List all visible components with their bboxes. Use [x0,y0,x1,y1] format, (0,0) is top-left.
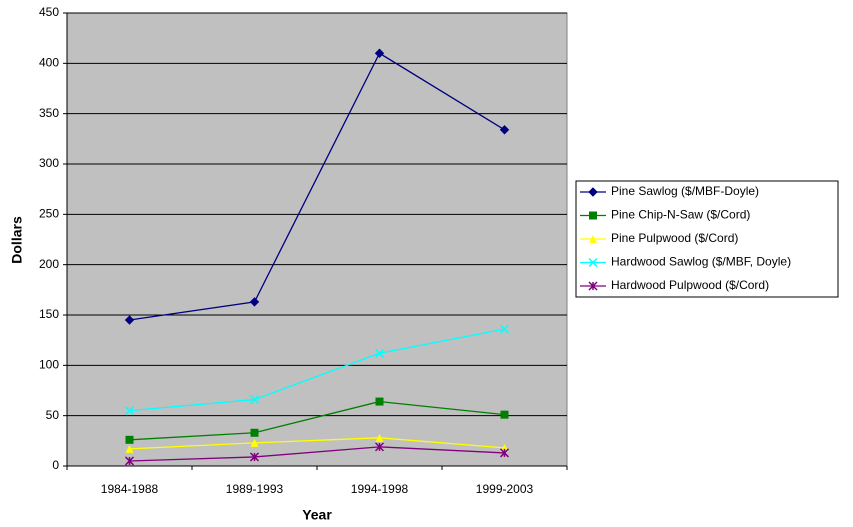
x-axis-title: Year [302,507,332,523]
series-line [129,52,505,321]
marker [588,187,598,197]
marker [124,406,135,416]
marker [374,348,385,358]
marker [375,433,384,442]
y-tick-label: 200 [39,257,59,271]
legend-label: Hardwood Sawlog ($/MBF, Doyle) [611,255,791,269]
series-line [129,437,505,450]
marker [124,315,135,325]
y-tick-label: 250 [39,207,59,221]
series-line [129,446,505,462]
legend-label: Pine Pulpwood ($/Cord) [611,231,738,245]
marker [125,435,134,444]
series-line [129,328,505,412]
y-tick-label: 150 [39,307,59,321]
marker [589,211,597,220]
marker [250,428,259,437]
marker [588,257,598,268]
x-tick-label: 1989-1993 [226,482,284,496]
marker [499,125,510,135]
y-tick-label: 50 [46,408,60,422]
marker [249,297,260,307]
x-tick-label: 1994-1998 [351,482,409,496]
legend-label: Hardwood Pulpwood ($/Cord) [611,278,769,292]
y-tick-label: 450 [39,5,59,19]
marker [250,438,259,447]
y-axis-title: Dollars [9,216,25,264]
y-tick-label: 100 [39,358,59,372]
y-tick-label: 350 [39,106,59,120]
marker [124,456,135,466]
marker [500,410,509,419]
marker [589,235,597,243]
x-tick-label: 1984-1988 [101,482,159,496]
y-tick-label: 300 [39,156,59,170]
marker [499,324,510,334]
marker [374,442,385,452]
y-tick-label: 400 [39,56,59,70]
legend-label: Pine Chip-N-Saw ($/Cord) [611,208,750,222]
plot-area [66,12,568,467]
marker [588,281,598,291]
legend [575,180,839,298]
marker [374,48,385,58]
marker [125,444,134,453]
marker [249,395,260,405]
x-tick-label: 1999-2003 [476,482,534,496]
marker [249,452,260,462]
legend-label: Pine Sawlog ($/MBF-Doyle) [611,184,759,198]
marker [375,397,384,406]
marker [499,448,510,458]
series-line [129,400,505,441]
y-tick-label: 0 [52,458,59,472]
